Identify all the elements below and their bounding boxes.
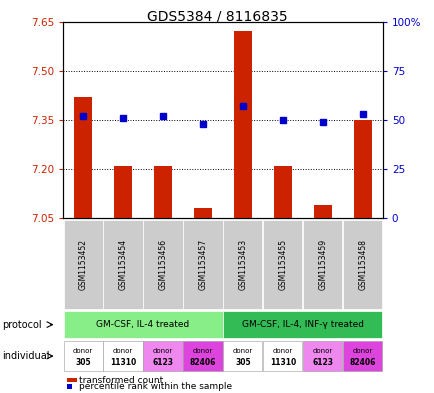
Text: donor: donor	[113, 347, 133, 354]
Text: 6123: 6123	[152, 358, 173, 367]
Text: GSM1153452: GSM1153452	[79, 239, 87, 290]
Text: donor: donor	[312, 347, 332, 354]
Text: transformed count: transformed count	[79, 376, 163, 384]
Bar	[353, 120, 371, 218]
Text: 6123: 6123	[312, 358, 332, 367]
Text: GM-CSF, IL-4 treated: GM-CSF, IL-4 treated	[96, 320, 189, 329]
Text: GSM1153454: GSM1153454	[118, 239, 127, 290]
Bar	[233, 31, 251, 218]
Text: 305: 305	[234, 358, 250, 367]
Text: percentile rank within the sample: percentile rank within the sample	[79, 382, 232, 391]
Text: GSM1153453: GSM1153453	[238, 239, 247, 290]
Bar	[313, 205, 331, 218]
Text: 82406: 82406	[349, 358, 375, 367]
Text: donor: donor	[272, 347, 293, 354]
Bar	[273, 166, 291, 218]
Text: individual: individual	[2, 351, 49, 361]
Text: 305: 305	[75, 358, 91, 367]
Text: GDS5384 / 8116835: GDS5384 / 8116835	[147, 10, 287, 24]
Text: 82406: 82406	[189, 358, 216, 367]
Bar	[114, 166, 132, 218]
Text: GM-CSF, IL-4, INF-γ treated: GM-CSF, IL-4, INF-γ treated	[241, 320, 363, 329]
Text: GSM1153458: GSM1153458	[358, 239, 366, 290]
Text: GSM1153456: GSM1153456	[158, 239, 167, 290]
Text: 11310: 11310	[269, 358, 295, 367]
Text: protocol: protocol	[2, 320, 42, 330]
Text: GSM1153455: GSM1153455	[278, 239, 287, 290]
Text: donor: donor	[73, 347, 93, 354]
Text: donor: donor	[232, 347, 253, 354]
Text: GSM1153459: GSM1153459	[318, 239, 327, 290]
Text: donor: donor	[192, 347, 213, 354]
Bar	[74, 97, 92, 218]
Text: GSM1153457: GSM1153457	[198, 239, 207, 290]
Bar	[194, 208, 211, 218]
Text: donor: donor	[352, 347, 372, 354]
Text: donor: donor	[152, 347, 173, 354]
Text: 11310: 11310	[110, 358, 136, 367]
Bar	[154, 166, 171, 218]
